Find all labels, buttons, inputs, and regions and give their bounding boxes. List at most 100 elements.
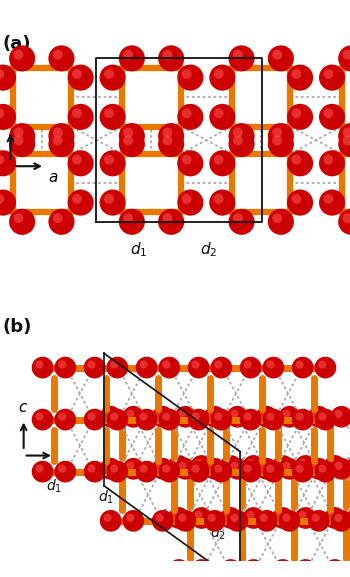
Circle shape: [331, 458, 350, 479]
Circle shape: [204, 510, 226, 531]
Circle shape: [72, 194, 82, 204]
Circle shape: [104, 410, 112, 418]
Circle shape: [233, 50, 243, 59]
Circle shape: [119, 209, 145, 235]
Circle shape: [155, 410, 164, 418]
Circle shape: [188, 357, 210, 379]
Circle shape: [276, 459, 284, 467]
Circle shape: [214, 194, 224, 204]
Circle shape: [136, 409, 158, 430]
Circle shape: [295, 361, 304, 369]
Circle shape: [177, 104, 203, 130]
Circle shape: [292, 194, 301, 204]
Circle shape: [191, 464, 200, 473]
Circle shape: [214, 361, 223, 369]
Circle shape: [104, 194, 114, 204]
Circle shape: [276, 511, 284, 519]
Circle shape: [158, 46, 184, 72]
Circle shape: [260, 462, 268, 470]
Circle shape: [282, 462, 290, 470]
Circle shape: [229, 209, 254, 235]
Circle shape: [119, 131, 145, 157]
Circle shape: [194, 511, 203, 519]
Circle shape: [268, 123, 294, 149]
Text: $a$: $a$: [57, 460, 67, 475]
Circle shape: [191, 507, 212, 529]
Circle shape: [119, 123, 145, 149]
Circle shape: [229, 131, 254, 157]
Circle shape: [0, 69, 4, 79]
Circle shape: [210, 357, 232, 379]
Circle shape: [162, 213, 173, 223]
Circle shape: [279, 510, 300, 531]
Circle shape: [126, 462, 134, 470]
Circle shape: [214, 69, 224, 79]
Circle shape: [68, 65, 94, 91]
Circle shape: [110, 413, 118, 421]
Circle shape: [244, 464, 252, 473]
Circle shape: [204, 458, 226, 479]
Circle shape: [295, 464, 304, 473]
Circle shape: [152, 406, 174, 428]
Circle shape: [72, 108, 82, 118]
Circle shape: [328, 511, 336, 519]
Circle shape: [100, 65, 126, 91]
Circle shape: [246, 459, 254, 467]
Circle shape: [230, 514, 238, 522]
Circle shape: [159, 357, 180, 379]
Circle shape: [53, 136, 63, 145]
Circle shape: [168, 559, 190, 577]
Circle shape: [266, 361, 274, 369]
Circle shape: [323, 155, 333, 164]
Circle shape: [168, 455, 190, 477]
Circle shape: [262, 357, 284, 379]
Circle shape: [72, 155, 82, 164]
Circle shape: [123, 128, 133, 137]
Text: $a$: $a$: [48, 170, 58, 185]
Circle shape: [35, 361, 44, 369]
Circle shape: [323, 69, 333, 79]
Circle shape: [0, 155, 4, 164]
Circle shape: [0, 104, 16, 130]
Circle shape: [104, 108, 114, 118]
Circle shape: [292, 409, 314, 430]
Circle shape: [177, 189, 203, 216]
Circle shape: [100, 406, 121, 428]
Circle shape: [175, 458, 196, 479]
Circle shape: [295, 413, 304, 421]
Circle shape: [224, 459, 232, 467]
Circle shape: [208, 514, 216, 522]
Circle shape: [123, 136, 133, 145]
Circle shape: [204, 406, 226, 428]
Circle shape: [177, 65, 203, 91]
Circle shape: [9, 123, 35, 149]
Circle shape: [72, 69, 82, 79]
Circle shape: [343, 128, 350, 137]
Circle shape: [191, 455, 212, 477]
Circle shape: [318, 413, 327, 421]
Circle shape: [244, 413, 252, 421]
Circle shape: [295, 559, 316, 577]
Circle shape: [122, 406, 144, 428]
Circle shape: [35, 464, 44, 473]
Circle shape: [175, 406, 196, 428]
Circle shape: [208, 410, 216, 418]
Circle shape: [292, 155, 301, 164]
Circle shape: [214, 108, 224, 118]
Circle shape: [159, 461, 180, 482]
Circle shape: [230, 410, 238, 418]
Circle shape: [48, 131, 75, 157]
Circle shape: [315, 461, 336, 482]
Circle shape: [295, 507, 316, 529]
Circle shape: [119, 46, 145, 72]
Circle shape: [272, 559, 294, 577]
Circle shape: [88, 361, 96, 369]
Circle shape: [224, 511, 232, 519]
Circle shape: [152, 458, 174, 479]
Circle shape: [331, 406, 350, 428]
Circle shape: [292, 108, 301, 118]
Circle shape: [100, 104, 126, 130]
Circle shape: [104, 514, 112, 522]
Circle shape: [266, 413, 274, 421]
Circle shape: [175, 510, 196, 531]
